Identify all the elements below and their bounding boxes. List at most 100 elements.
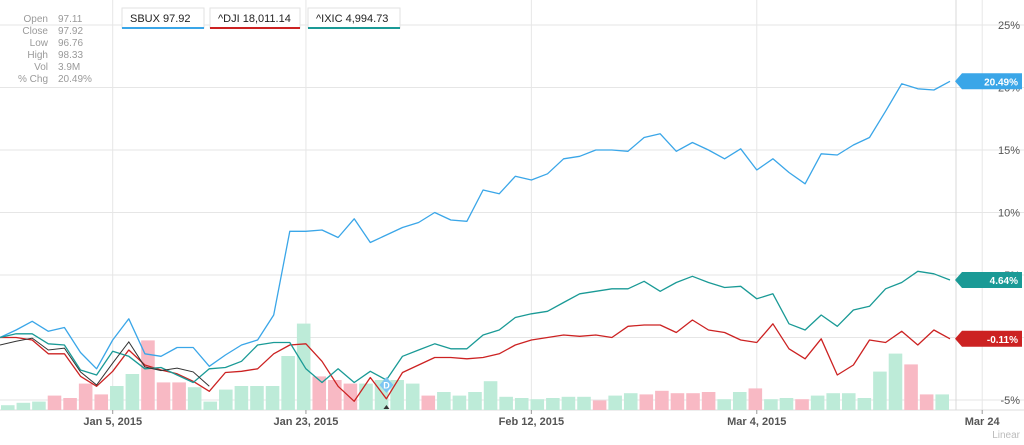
volume-bar	[670, 393, 685, 410]
stat-value: 97.92	[58, 26, 83, 37]
legend-item-0[interactable]: SBUX 97.92	[121, 7, 205, 29]
volume-bar	[421, 395, 436, 410]
volume-bar	[483, 381, 498, 410]
volume-bar	[328, 380, 342, 410]
volume-bar	[359, 383, 373, 410]
y-tick-label: 10%	[998, 208, 1020, 220]
legend-item-2[interactable]: ^IXIC 4,994.73	[307, 7, 401, 29]
volume-bar	[514, 398, 529, 410]
stat-value: 96.76	[58, 38, 83, 49]
scale-mode-label[interactable]: Linear	[992, 430, 1020, 441]
stat-value: 97.11	[58, 14, 83, 25]
x-axis: Jan 5, 2015 Jan 23, 2015 Feb 12, 2015 Mar 4…	[83, 410, 1001, 428]
stat-value: 3.9M	[58, 62, 80, 73]
volume-bars	[1, 323, 949, 410]
volume-bar	[16, 402, 31, 410]
badge-value: 4.64%	[990, 276, 1018, 287]
volume-bar	[234, 386, 249, 410]
legend-text: ^DJI 18,011.14	[218, 13, 291, 25]
last-value-badges: 20.49% -0.11% 4.64%	[955, 73, 1022, 347]
volume-bar	[452, 395, 467, 410]
badge-sbux: 20.49%	[955, 73, 1022, 90]
volume-bar	[32, 401, 46, 410]
volume-bar	[795, 399, 809, 410]
volume-bar	[561, 396, 576, 410]
stat-label: % Chg	[18, 74, 48, 85]
stat-label: Vol	[34, 62, 48, 73]
volume-bar	[841, 393, 856, 410]
volume-bar	[156, 382, 171, 410]
stat-value: 20.49%	[58, 74, 92, 85]
volume-bar	[141, 340, 155, 410]
volume-bar	[172, 382, 186, 410]
volume-bar	[47, 395, 62, 410]
x-tick-label: Mar 4, 2015	[727, 416, 786, 428]
badge-value: 20.49%	[984, 77, 1018, 88]
series-line-sbux	[0, 80, 951, 370]
volume-bar	[639, 394, 654, 410]
volume-bar	[919, 394, 934, 410]
stat-value: 98.33	[58, 50, 83, 61]
price-overlay-line	[0, 337, 210, 387]
volume-bar	[78, 383, 93, 410]
volume-bar	[203, 401, 218, 410]
volume-bar	[623, 393, 638, 410]
y-tick-label: 25%	[998, 20, 1020, 32]
volume-bar	[592, 400, 607, 410]
volume-bar	[499, 396, 513, 410]
volume-bar	[732, 392, 747, 410]
volume-bar	[748, 388, 763, 410]
badge-shape	[955, 73, 1022, 90]
stat-label: High	[27, 50, 48, 61]
volume-bar	[873, 371, 887, 410]
dividend-marker-label: D	[383, 381, 390, 391]
badge-shape	[955, 272, 1022, 288]
stat-label: Low	[30, 38, 49, 49]
volume-bar	[546, 398, 560, 410]
volume-bar	[701, 392, 716, 410]
volume-bar	[405, 383, 420, 410]
volume-bar	[935, 394, 949, 410]
legend-text: ^IXIC 4,994.73	[316, 13, 388, 25]
x-tick-label: Feb 12, 2015	[499, 416, 564, 428]
dividend-marker[interactable]	[379, 377, 394, 393]
volume-bar	[686, 393, 700, 410]
x-tick-label: Jan 5, 2015	[83, 416, 142, 428]
volume-bar	[530, 399, 545, 410]
ohlc-stats-panel: Open 97.11 Close 97.92 Low 96.76 High 98.33 Vol 3…	[18, 14, 92, 85]
volume-bar	[219, 389, 233, 410]
series-line-dji	[0, 319, 951, 402]
x-tick-label: Jan 23, 2015	[274, 416, 339, 428]
y-tick-label: 15%	[998, 145, 1020, 157]
series-line-ixic	[0, 270, 951, 384]
volume-bar	[826, 393, 840, 410]
badge-dji: -0.11%	[955, 330, 1022, 347]
volume-bar	[1, 405, 15, 410]
volume-bar	[94, 394, 109, 410]
volume-bar	[904, 364, 918, 410]
volume-bar	[110, 386, 124, 410]
badge-shape	[955, 330, 1022, 347]
volume-bar	[608, 395, 622, 410]
volume-bar	[810, 395, 825, 410]
volume-bar	[717, 399, 731, 410]
badge-value: -0.11%	[987, 335, 1018, 346]
volume-bar	[779, 398, 794, 410]
legend[interactable]: SBUX 97.92 ^DJI 18,011.14 ^IXIC 4,994.73	[121, 7, 401, 29]
volume-bar	[888, 353, 903, 410]
y-tick-label: -5%	[1000, 395, 1020, 407]
volume-bar	[281, 356, 295, 410]
volume-bar	[764, 399, 778, 410]
event-marker[interactable]: D	[379, 377, 394, 409]
legend-item-1[interactable]: ^DJI 18,011.14	[209, 7, 301, 29]
volume-bar	[296, 323, 311, 410]
volume-bar	[577, 396, 591, 410]
volume-bar	[655, 390, 669, 410]
stat-label: Close	[22, 26, 48, 37]
event-pointer	[383, 405, 390, 409]
legend-text: SBUX 97.92	[130, 13, 191, 25]
volume-bar	[187, 387, 202, 410]
volume-bar	[265, 386, 280, 410]
volume-bar	[63, 398, 77, 410]
